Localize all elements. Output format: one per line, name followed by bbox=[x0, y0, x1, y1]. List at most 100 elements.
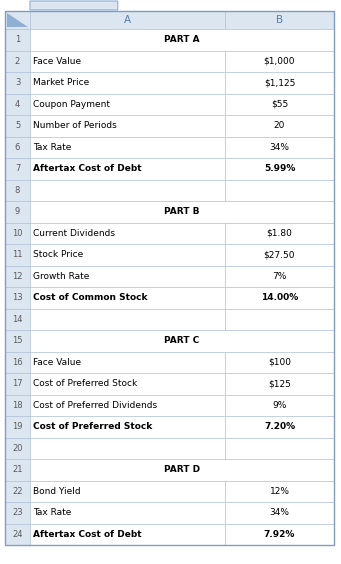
Text: 13: 13 bbox=[12, 293, 23, 302]
Bar bbox=[30, 330, 334, 351]
Text: Number of Periods: Number of Periods bbox=[33, 121, 117, 130]
Text: $1.80: $1.80 bbox=[267, 229, 293, 238]
Text: 20: 20 bbox=[274, 121, 285, 130]
Text: 12: 12 bbox=[12, 272, 23, 281]
Text: Aftertax Cost of Debt: Aftertax Cost of Debt bbox=[33, 530, 142, 539]
Bar bbox=[5, 394, 30, 416]
Text: Bond Yield: Bond Yield bbox=[33, 487, 80, 496]
Bar bbox=[30, 373, 225, 394]
Bar bbox=[30, 459, 334, 481]
Text: 21: 21 bbox=[12, 465, 23, 474]
Text: 12%: 12% bbox=[269, 487, 290, 496]
Text: 18: 18 bbox=[12, 401, 23, 410]
Text: 14.00%: 14.00% bbox=[261, 293, 298, 302]
Bar bbox=[5, 136, 30, 158]
Bar bbox=[225, 94, 334, 115]
Bar bbox=[5, 459, 30, 481]
Text: 23: 23 bbox=[12, 508, 23, 517]
Text: $27.50: $27.50 bbox=[264, 250, 295, 259]
Text: Market Price: Market Price bbox=[33, 78, 89, 87]
Bar bbox=[30, 523, 225, 545]
Bar bbox=[225, 11, 334, 29]
Text: A: A bbox=[124, 15, 131, 25]
Text: $55: $55 bbox=[271, 100, 288, 109]
Bar bbox=[225, 266, 334, 287]
Text: Cost of Preferred Dividends: Cost of Preferred Dividends bbox=[33, 401, 157, 410]
Bar bbox=[30, 11, 225, 29]
Bar bbox=[225, 287, 334, 309]
Bar bbox=[30, 481, 225, 502]
Text: 20: 20 bbox=[12, 444, 23, 453]
Bar bbox=[30, 158, 225, 179]
Text: $1,125: $1,125 bbox=[264, 78, 295, 87]
Bar bbox=[5, 244, 30, 266]
Bar bbox=[225, 481, 334, 502]
Text: Cost of Preferred Stock: Cost of Preferred Stock bbox=[33, 379, 137, 388]
Bar bbox=[5, 51, 30, 72]
Text: 14: 14 bbox=[12, 315, 23, 324]
Bar bbox=[5, 351, 30, 373]
Text: Stock Price: Stock Price bbox=[33, 250, 83, 259]
Text: 17: 17 bbox=[12, 379, 23, 388]
Bar bbox=[225, 373, 334, 394]
Bar bbox=[5, 11, 30, 29]
Bar bbox=[225, 51, 334, 72]
Bar bbox=[5, 29, 30, 51]
Bar bbox=[225, 115, 334, 136]
Bar bbox=[5, 158, 30, 179]
Text: 24: 24 bbox=[12, 530, 23, 539]
Bar bbox=[225, 223, 334, 244]
Bar bbox=[30, 115, 225, 136]
Text: B: B bbox=[276, 15, 283, 25]
Text: 10: 10 bbox=[12, 229, 23, 238]
Bar bbox=[30, 351, 225, 373]
Bar bbox=[5, 94, 30, 115]
Text: PART D: PART D bbox=[164, 465, 200, 474]
Text: 7%: 7% bbox=[272, 272, 287, 281]
Bar bbox=[225, 309, 334, 330]
Text: Tax Rate: Tax Rate bbox=[33, 508, 71, 517]
Bar bbox=[30, 244, 225, 266]
Text: 9: 9 bbox=[15, 207, 20, 216]
Text: 5.99%: 5.99% bbox=[264, 164, 295, 173]
Bar bbox=[225, 394, 334, 416]
Text: Growth Rate: Growth Rate bbox=[33, 272, 89, 281]
Bar bbox=[225, 523, 334, 545]
Bar bbox=[30, 266, 225, 287]
Text: 7: 7 bbox=[15, 164, 20, 173]
Bar bbox=[30, 502, 225, 523]
Bar bbox=[5, 502, 30, 523]
Bar bbox=[30, 94, 225, 115]
Bar bbox=[30, 309, 225, 330]
Text: 3: 3 bbox=[15, 78, 20, 87]
Bar bbox=[225, 136, 334, 158]
Bar bbox=[30, 29, 334, 51]
Bar bbox=[225, 158, 334, 179]
Bar bbox=[30, 223, 225, 244]
Text: Aftertax Cost of Debt: Aftertax Cost of Debt bbox=[33, 164, 142, 173]
Bar bbox=[225, 351, 334, 373]
Text: 1: 1 bbox=[15, 35, 20, 44]
Text: PART B: PART B bbox=[164, 207, 200, 216]
Bar bbox=[30, 72, 225, 94]
Text: 19: 19 bbox=[12, 422, 23, 431]
Bar bbox=[5, 438, 30, 459]
Bar bbox=[5, 72, 30, 94]
Bar bbox=[30, 287, 225, 309]
Text: 7.20%: 7.20% bbox=[264, 422, 295, 431]
Text: PART A: PART A bbox=[164, 35, 200, 44]
Bar bbox=[30, 179, 225, 201]
Bar bbox=[5, 309, 30, 330]
Text: 22: 22 bbox=[12, 487, 23, 496]
Bar bbox=[5, 481, 30, 502]
Bar bbox=[225, 244, 334, 266]
Text: $1,000: $1,000 bbox=[264, 57, 295, 66]
Bar bbox=[5, 416, 30, 438]
Bar bbox=[5, 115, 30, 136]
Text: 2: 2 bbox=[15, 57, 20, 66]
Text: 5: 5 bbox=[15, 121, 20, 130]
Bar bbox=[5, 179, 30, 201]
Bar bbox=[225, 502, 334, 523]
Text: 7.92%: 7.92% bbox=[264, 530, 295, 539]
Text: Tax Rate: Tax Rate bbox=[33, 143, 71, 152]
